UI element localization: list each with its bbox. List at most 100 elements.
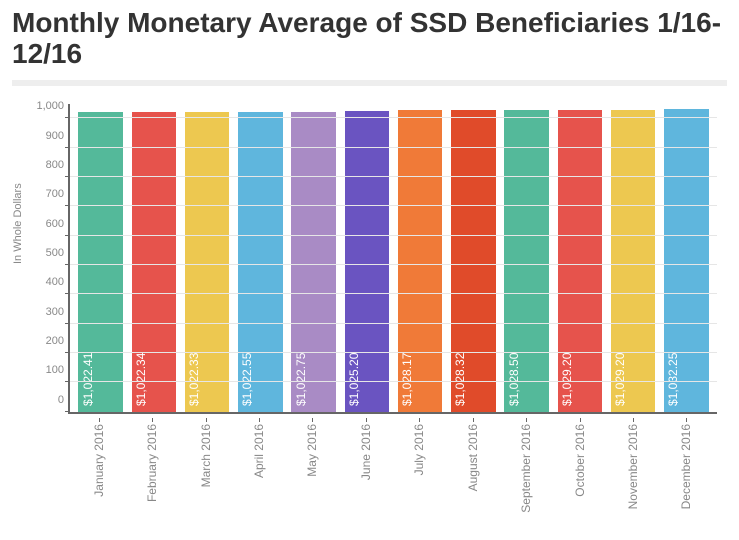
- y-tick-label: 500: [46, 247, 64, 259]
- grid-line: [70, 205, 717, 206]
- y-tick-mark: [65, 352, 70, 353]
- bar: $1,028.32: [451, 110, 496, 412]
- plot-region: $1,022.41 $1,022.34 $1,022.33 $1,022.55 $1,0…: [68, 104, 717, 414]
- bar: $1,022.41: [78, 112, 123, 412]
- y-tick-mark: [65, 176, 70, 177]
- y-tick-label: 0: [58, 394, 64, 406]
- y-tick-mark: [65, 323, 70, 324]
- bar-value-label: $1,022.75: [294, 352, 308, 405]
- x-label-slot: August 2016: [446, 418, 499, 528]
- bar-value-label: $1,029.20: [560, 352, 574, 405]
- bar-value-label: $1,028.50: [507, 352, 521, 405]
- y-tick-label: 900: [46, 130, 64, 142]
- y-tick-label: 100: [46, 364, 64, 376]
- bar-value-label: $1,029.20: [613, 352, 627, 405]
- y-tick-label: 200: [46, 335, 64, 347]
- bar-slot: $1,022.75: [287, 104, 340, 412]
- bar-slot: $1,022.41: [74, 104, 127, 412]
- bar-slot: $1,029.20: [553, 104, 606, 412]
- y-tick-mark: [65, 235, 70, 236]
- x-axis-category-label: June 2016: [359, 424, 373, 480]
- x-axis-category-label: February 2016: [145, 424, 159, 502]
- bar-value-label: $1,032.25: [666, 352, 680, 405]
- grid-line: [70, 235, 717, 236]
- bar: $1,025.20: [345, 111, 390, 412]
- grid-line: [70, 352, 717, 353]
- x-label-slot: December 2016: [660, 418, 713, 528]
- x-label-slot: March 2016: [179, 418, 232, 528]
- bar-slot: $1,028.50: [500, 104, 553, 412]
- x-label-slot: October 2016: [553, 418, 606, 528]
- x-label-slot: February 2016: [125, 418, 178, 528]
- grid-line: [70, 117, 717, 118]
- grid-line: [70, 176, 717, 177]
- bar-slot: $1,028.32: [447, 104, 500, 412]
- x-tick-mark: [580, 418, 581, 422]
- chart-area: In Whole Dollars $1,022.41$1,022.34$1,02…: [18, 104, 721, 536]
- bar: $1,028.17: [398, 110, 443, 412]
- bar: $1,022.55: [238, 112, 283, 412]
- x-tick-mark: [259, 418, 260, 422]
- x-tick-mark: [419, 418, 420, 422]
- y-tick-label: 300: [46, 306, 64, 318]
- y-tick-mark: [65, 411, 70, 412]
- x-axis-category-label: March 2016: [199, 424, 213, 487]
- bar-value-label: $1,028.32: [453, 352, 467, 405]
- x-tick-mark: [99, 418, 100, 422]
- x-axis-category-label: January 2016: [92, 424, 106, 497]
- y-tick-label: 800: [46, 159, 64, 171]
- bar-slot: $1,025.20: [340, 104, 393, 412]
- x-label-slot: January 2016: [72, 418, 125, 528]
- grid-line: [70, 264, 717, 265]
- bar-value-label: $1,025.20: [347, 352, 361, 405]
- x-axis-category-label: April 2016: [252, 424, 266, 478]
- x-tick-mark: [366, 418, 367, 422]
- grid-line: [70, 323, 717, 324]
- y-tick-label: 400: [46, 276, 64, 288]
- bar: $1,032.25: [664, 109, 709, 412]
- bar-slot: $1,022.33: [181, 104, 234, 412]
- x-tick-mark: [633, 418, 634, 422]
- x-axis-category-label: December 2016: [679, 424, 693, 509]
- y-tick-mark: [65, 205, 70, 206]
- y-axis-label: In Whole Dollars: [12, 183, 24, 264]
- grid-line: [70, 147, 717, 148]
- x-axis-labels: January 2016 February 2016 March 2016 April…: [68, 418, 717, 528]
- x-axis-category-label: November 2016: [626, 424, 640, 509]
- x-tick-mark: [152, 418, 153, 422]
- x-axis-category-label: October 2016: [573, 424, 587, 497]
- y-tick-label: 700: [46, 188, 64, 200]
- bar-slot: $1,022.34: [127, 104, 180, 412]
- bar-value-label: $1,022.33: [187, 352, 201, 405]
- y-tick-mark: [65, 293, 70, 294]
- y-tick-label: 600: [46, 218, 64, 230]
- bar: $1,029.20: [611, 110, 656, 412]
- x-label-slot: July 2016: [393, 418, 446, 528]
- bar: $1,029.20: [558, 110, 603, 412]
- x-label-slot: June 2016: [339, 418, 392, 528]
- y-tick-mark: [65, 117, 70, 118]
- x-axis-category-label: September 2016: [519, 424, 533, 513]
- x-axis-category-label: May 2016: [305, 424, 319, 477]
- bar-value-label: $1,022.34: [134, 352, 148, 405]
- x-tick-mark: [473, 418, 474, 422]
- y-tick-mark: [65, 381, 70, 382]
- bars-container: $1,022.41 $1,022.34 $1,022.33 $1,022.55 $1,0…: [70, 104, 717, 412]
- y-tick-mark: [65, 147, 70, 148]
- x-axis-category-label: July 2016: [412, 424, 426, 475]
- bar-slot: $1,028.17: [394, 104, 447, 412]
- bar: $1,022.33: [185, 112, 230, 412]
- bar-slot: $1,029.20: [607, 104, 660, 412]
- y-tick-mark: [65, 264, 70, 265]
- grid-line: [70, 293, 717, 294]
- y-tick-label: 1,000: [36, 100, 64, 112]
- x-label-slot: November 2016: [606, 418, 659, 528]
- bar: $1,028.50: [504, 110, 549, 412]
- x-label-slot: April 2016: [232, 418, 285, 528]
- x-tick-mark: [686, 418, 687, 422]
- bar-slot: $1,022.55: [234, 104, 287, 412]
- x-label-slot: May 2016: [286, 418, 339, 528]
- bar-value-label: $1,022.41: [81, 352, 95, 405]
- x-label-slot: September 2016: [499, 418, 552, 528]
- x-tick-mark: [526, 418, 527, 422]
